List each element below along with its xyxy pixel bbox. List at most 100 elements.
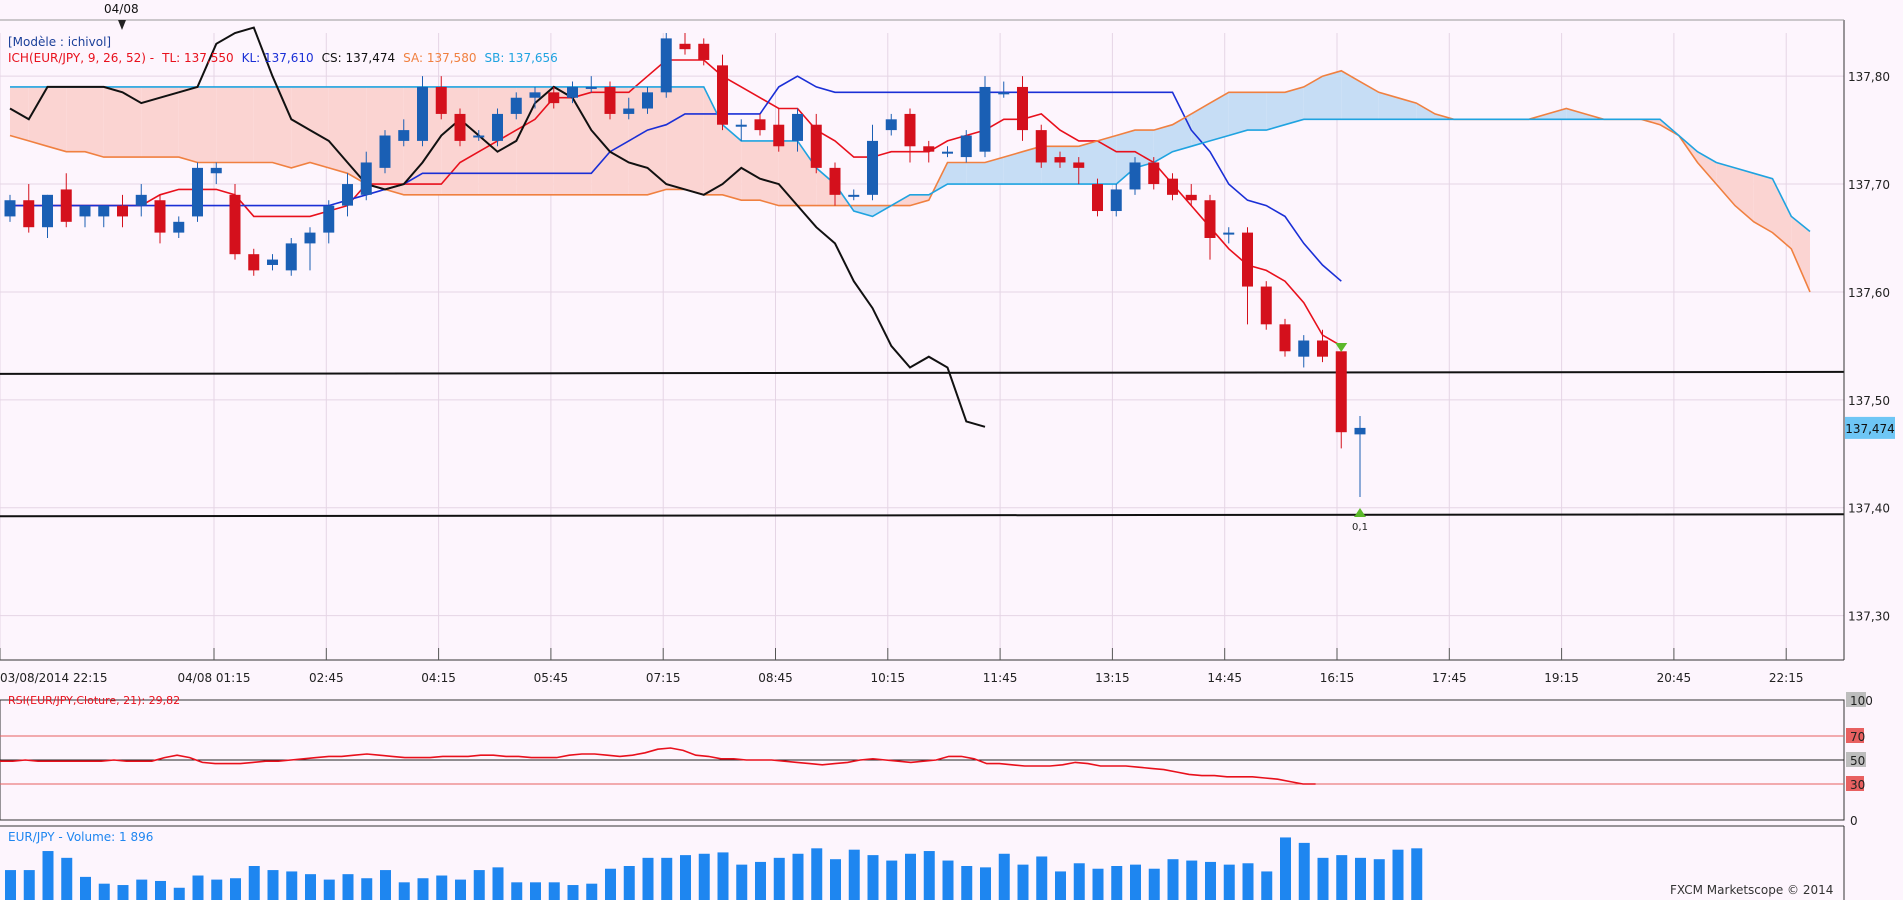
cloud-segment xyxy=(1735,167,1754,222)
volume-bar xyxy=(886,860,898,900)
cloud-segment xyxy=(328,86,348,174)
volume-bar xyxy=(455,879,466,900)
volume-bar xyxy=(80,876,91,900)
cloud-segment xyxy=(1135,130,1154,168)
volume-bar xyxy=(661,857,673,900)
rsi-tick-label: 70 xyxy=(1850,730,1865,744)
candle-body xyxy=(1260,286,1272,325)
volume-bar xyxy=(248,866,260,900)
cloud-segment xyxy=(160,86,179,158)
cloud-segment xyxy=(1697,151,1717,185)
rsi-tick-label: 100 xyxy=(1850,694,1873,708)
x-tick-label: 05:45 xyxy=(534,671,569,685)
volume-bar xyxy=(192,875,204,900)
candle-body xyxy=(1148,162,1160,185)
cloud-segment xyxy=(103,86,123,158)
date-marker: 04/08 xyxy=(104,2,139,16)
volume-bar xyxy=(773,857,785,900)
volume-bar xyxy=(811,848,823,900)
cloud-segment xyxy=(1322,70,1342,120)
candle-body xyxy=(848,194,860,197)
volume-bar xyxy=(923,851,935,900)
volume-title: EUR/JPY - Volume: 1 896 xyxy=(8,830,154,844)
volume-bar xyxy=(473,870,485,900)
candle-body xyxy=(192,167,203,217)
cloud-segment xyxy=(647,86,667,195)
cloud-segment xyxy=(66,86,85,152)
volume-bar xyxy=(61,857,73,900)
candle-body xyxy=(117,205,128,217)
volume-bar xyxy=(1392,849,1404,900)
volume-bar xyxy=(267,870,279,900)
volume-bar xyxy=(342,874,354,900)
footer-brand: FXCM Marketscope © 2014 xyxy=(1670,883,1834,897)
candle-body xyxy=(379,135,391,168)
rsi-level-badge xyxy=(1846,776,1864,791)
candle-body xyxy=(717,65,728,125)
candlesticks: 0,1 xyxy=(4,33,1368,533)
signal-label: 0,1 xyxy=(1352,522,1368,533)
cloud-segment xyxy=(1791,216,1810,292)
cloud-segment xyxy=(1341,70,1360,120)
cloud-segment xyxy=(197,86,217,163)
cloud-segment xyxy=(741,140,760,201)
volume-bar xyxy=(173,887,185,900)
candle-body xyxy=(867,140,878,195)
y-tick-label: 137,30 xyxy=(1848,610,1890,624)
candle-body xyxy=(942,151,953,154)
candle-body xyxy=(998,92,1010,95)
cloud-segment xyxy=(685,86,704,195)
cloud-segment xyxy=(291,86,310,168)
volume-bar xyxy=(305,874,316,900)
x-tick-label: 03/08/2014 22:15 xyxy=(0,671,108,685)
price-axes: 137,80 137,70 137,60 137,50 137,40 137,30 03/0… xyxy=(0,19,1895,685)
volume-bar xyxy=(586,883,598,900)
cloud-segment xyxy=(178,86,198,163)
candle-body xyxy=(285,243,297,271)
volume-bar xyxy=(1355,857,1366,900)
cloud-segment xyxy=(1416,103,1435,120)
cloud-segment xyxy=(347,86,367,185)
volume-bar xyxy=(1261,871,1273,900)
rsi-level-badge xyxy=(1846,728,1864,743)
x-tick-label: 08:45 xyxy=(758,671,793,685)
cloud-segment xyxy=(1003,151,1023,185)
x-tick-label: 14:45 xyxy=(1207,671,1242,685)
volume-bar xyxy=(1205,861,1216,900)
y-tick-label: 137,40 xyxy=(1848,502,1890,516)
cloud-segment xyxy=(1228,92,1248,136)
volume-bar xyxy=(605,868,616,900)
volume-bar xyxy=(23,870,35,900)
chart-title: [Modèle : ichivol] xyxy=(8,35,112,49)
candle-body xyxy=(754,119,766,131)
cloud-segment xyxy=(141,86,160,158)
volume-bar xyxy=(1073,863,1085,900)
candle-body xyxy=(510,97,522,114)
volume-bar xyxy=(1373,859,1385,900)
volume-bar xyxy=(623,866,635,900)
volume-bar xyxy=(286,871,298,900)
candle-body xyxy=(642,92,653,109)
volume-bar xyxy=(1111,866,1123,900)
volume-bar xyxy=(5,870,16,900)
cloud-segment xyxy=(1285,86,1304,125)
candle-body xyxy=(735,124,747,127)
volume-bar xyxy=(755,861,766,900)
volume-bar xyxy=(492,867,504,900)
volume-bar xyxy=(361,878,373,900)
volume-bar xyxy=(1223,864,1235,900)
rsi-tick-label: 0 xyxy=(1850,814,1858,828)
volume-bar xyxy=(417,878,429,900)
candle-body xyxy=(1092,184,1103,212)
candle-body xyxy=(773,124,785,147)
volume-bar xyxy=(792,853,804,900)
candle-body xyxy=(1054,157,1066,163)
volume-bar xyxy=(1167,859,1179,900)
candle-body xyxy=(1298,340,1310,357)
candle-body xyxy=(829,167,841,195)
candle-body xyxy=(267,259,278,265)
candle-body xyxy=(229,194,241,255)
volume-bar xyxy=(680,855,691,900)
x-tick-label: 16:15 xyxy=(1320,671,1355,685)
